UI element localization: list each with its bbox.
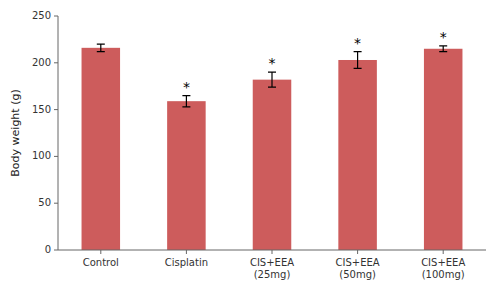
y-tick-label: 250	[32, 10, 51, 21]
x-tick-label: Cisplatin	[165, 257, 208, 268]
error-bar	[182, 96, 190, 107]
y-tick-label: 200	[32, 57, 51, 68]
x-tick	[100, 250, 101, 254]
annotations: * * * *	[183, 29, 447, 95]
bar	[424, 49, 463, 250]
x-axis: ControlCisplatinCIS+EEA(25mg)CIS+EEA(50m…	[58, 250, 486, 280]
y-tick-label: 150	[32, 104, 51, 115]
error-bar	[268, 72, 276, 87]
x-tick-label-line: Control	[83, 257, 119, 268]
y-tick-label: 50	[38, 197, 51, 208]
significance-marker: *	[183, 79, 190, 95]
x-tick-label-line: (100mg)	[422, 269, 465, 280]
bar	[338, 60, 377, 250]
x-tick-label: CIS+EEA(100mg)	[421, 257, 465, 280]
y-tick	[54, 16, 58, 17]
x-tick-label-line: CIS+EEA	[336, 257, 380, 268]
x-tick-label-line: Cisplatin	[165, 257, 208, 268]
y-tick	[54, 62, 58, 63]
y-axis: 0 50 100 150 200 250	[32, 10, 58, 255]
x-tick	[357, 250, 358, 254]
x-tick-label-line: (50mg)	[339, 269, 376, 280]
significance-marker: *	[269, 55, 276, 71]
x-tick-label: CIS+EEA(50mg)	[336, 257, 380, 280]
x-tick	[272, 250, 273, 254]
y-axis-line	[58, 16, 59, 250]
x-tick	[186, 250, 187, 254]
bar	[167, 101, 206, 250]
y-tick	[54, 250, 58, 251]
bars	[82, 44, 463, 250]
x-tick	[443, 250, 444, 254]
y-tick-label: 100	[32, 150, 51, 161]
y-tick	[54, 203, 58, 204]
chart-svg: 0 50 100 150 200 250 Body weight (g) Control Cis…	[0, 0, 500, 294]
y-axis-label: Body weight (g)	[9, 89, 22, 176]
error-bar	[439, 46, 447, 52]
y-tick	[54, 156, 58, 157]
significance-marker: *	[440, 29, 447, 45]
x-tick-label-line: CIS+EEA	[421, 257, 465, 268]
bar	[253, 80, 292, 250]
error-bar	[354, 52, 362, 69]
bar	[82, 48, 121, 250]
y-tick	[54, 109, 58, 110]
y-tick-label: 0	[45, 244, 51, 255]
error-bar	[97, 44, 105, 51]
chart-container: 0 50 100 150 200 250 Body weight (g) Control Cis…	[0, 0, 500, 294]
x-tick-label: CIS+EEA(25mg)	[250, 257, 294, 280]
x-tick-label-line: CIS+EEA	[250, 257, 294, 268]
x-tick-label-line: (25mg)	[254, 269, 291, 280]
x-tick-label: Control	[83, 257, 119, 268]
significance-marker: *	[354, 35, 361, 51]
